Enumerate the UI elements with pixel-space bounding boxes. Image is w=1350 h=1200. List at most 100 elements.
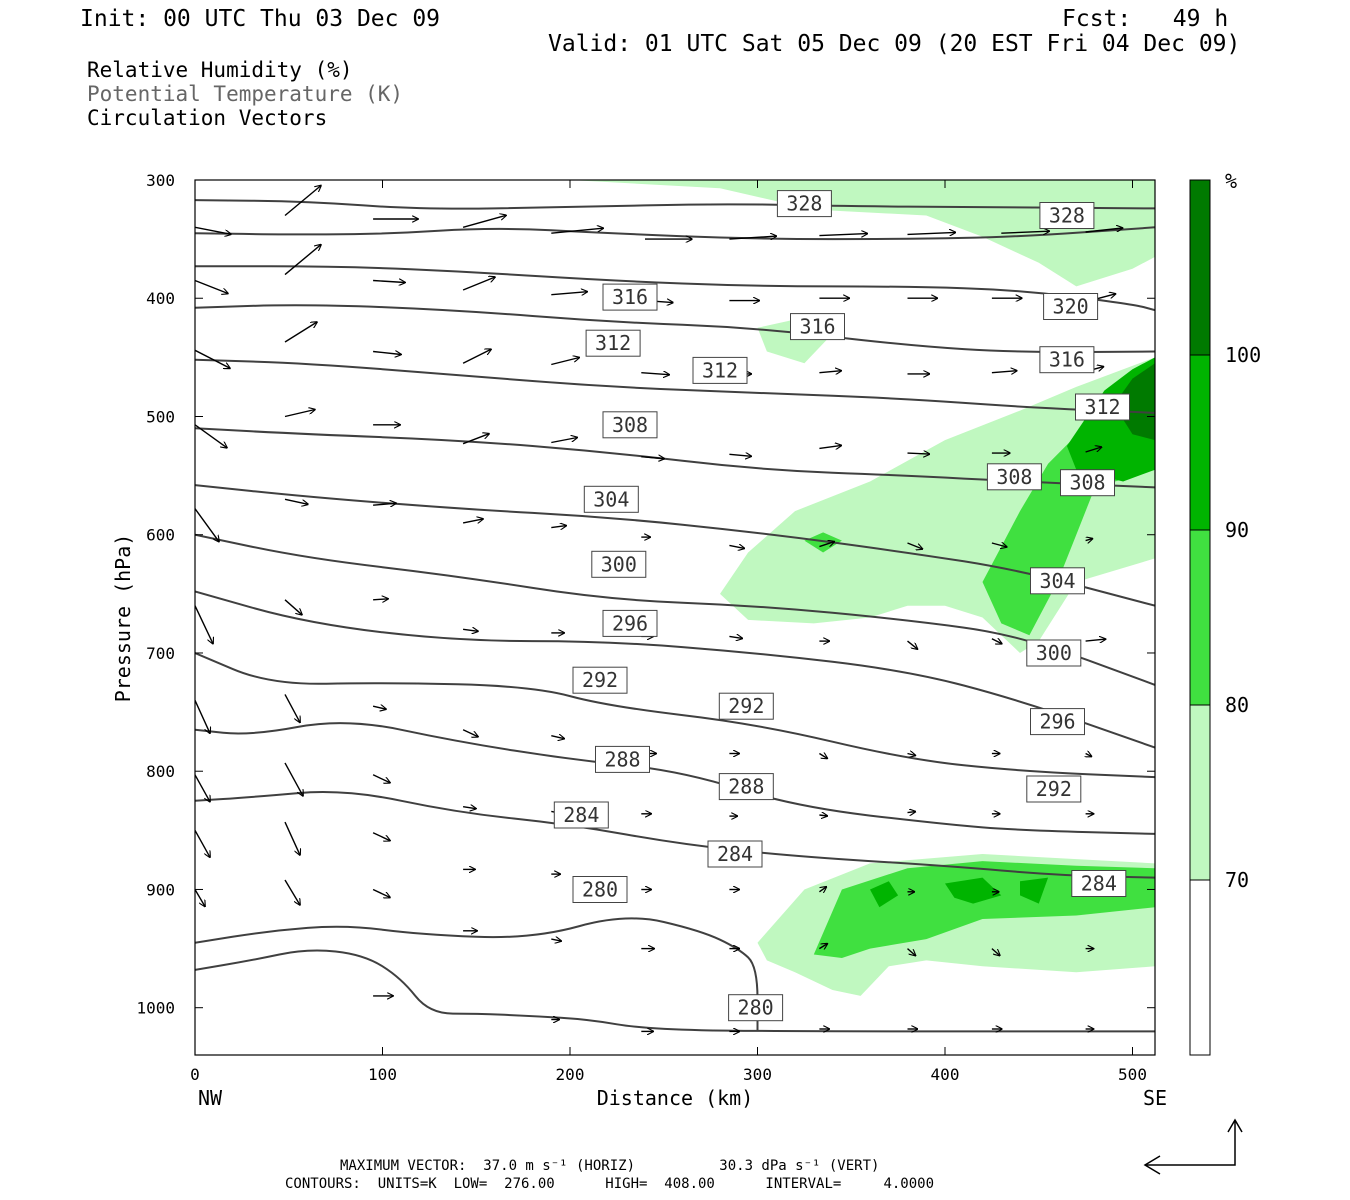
contour-label: 312 xyxy=(1075,393,1130,421)
circulation-vector xyxy=(819,754,827,759)
contour-label-box xyxy=(602,609,658,637)
contour-label-text: 280 xyxy=(582,878,618,902)
circulation-vector xyxy=(907,754,916,756)
colorbar-bin-70-80 xyxy=(1189,704,1211,881)
circulation-vector xyxy=(195,605,213,644)
rh-region-80 xyxy=(804,532,842,553)
circulation-vector xyxy=(462,519,483,524)
contour-label-box xyxy=(1075,393,1130,421)
y-tick-label: 800 xyxy=(146,762,175,781)
x-tick-label: 200 xyxy=(556,1065,585,1084)
circulation-vector xyxy=(641,457,664,459)
x-end-label-nw: NW xyxy=(198,1086,223,1110)
reference-vector-icon xyxy=(1143,1118,1243,1175)
rh-region-100 xyxy=(1113,363,1155,441)
circulation-vector xyxy=(1001,231,1049,233)
y-tick-label: 300 xyxy=(146,171,175,190)
contour-label-text: 316 xyxy=(1049,348,1085,372)
contour-label-box xyxy=(707,840,763,868)
x-tick-label: 500 xyxy=(1118,1065,1147,1084)
circulation-vector xyxy=(462,729,478,737)
circulation-vector xyxy=(284,410,315,418)
contour-label-text: 328 xyxy=(786,192,822,216)
contour-label: 316 xyxy=(602,283,658,311)
circulation-vector xyxy=(372,774,390,783)
circulation-vector xyxy=(729,636,742,638)
contour-label: 284 xyxy=(707,840,763,868)
y-tick-label: 400 xyxy=(146,289,175,308)
circulation-vector xyxy=(284,694,300,722)
contour-label-text: 312 xyxy=(702,358,738,382)
circulation-vector xyxy=(373,599,388,600)
contour-label: 304 xyxy=(583,485,639,513)
isentrope-304 xyxy=(195,484,1155,607)
contour-label-box xyxy=(718,692,774,720)
circulation-vector xyxy=(372,832,390,841)
contour-label-box xyxy=(1030,567,1085,595)
circulation-vector xyxy=(195,889,205,907)
colorbar-unit: % xyxy=(1225,169,1237,193)
circulation-vector xyxy=(373,352,401,355)
contour-label: 296 xyxy=(1030,708,1085,736)
legend-potential-temperature: Potential Temperature (K) xyxy=(87,82,404,106)
circulation-vector xyxy=(462,277,495,291)
circulation-vector xyxy=(284,599,302,615)
contour-label: 328 xyxy=(1039,202,1095,229)
x-tick-label: 300 xyxy=(743,1065,772,1084)
contour-label-text: 292 xyxy=(582,668,618,692)
contour-label-text: 284 xyxy=(717,842,753,866)
rh-region-90 xyxy=(945,877,1002,904)
contour-label-text: 312 xyxy=(595,331,631,355)
contour-label: 308 xyxy=(1060,469,1115,497)
circulation-vector xyxy=(818,887,826,892)
contour-label: 316 xyxy=(790,313,845,341)
contour-label-box xyxy=(1060,469,1115,497)
contour-label-text: 284 xyxy=(1081,872,1117,896)
isentrope-288 xyxy=(195,722,1155,835)
contour-label-text: 300 xyxy=(1036,641,1072,665)
circulation-vector xyxy=(551,736,564,739)
circulation-vector xyxy=(729,545,744,548)
contour-label: 304 xyxy=(1030,567,1085,595)
contour-label-text: 280 xyxy=(738,996,774,1020)
contour-label: 328 xyxy=(776,190,832,218)
contour-label: 292 xyxy=(1026,775,1082,803)
isentrope-276 xyxy=(195,949,1155,1033)
rh-region-90 xyxy=(870,881,899,908)
contour-label-box xyxy=(1030,708,1085,736)
contour-label: 280 xyxy=(572,876,628,903)
y-tick-label: 500 xyxy=(146,408,175,427)
contour-label: 300 xyxy=(1026,639,1082,667)
circulation-vector xyxy=(729,236,776,239)
colorbar-bin-90-100 xyxy=(1189,354,1211,531)
circulation-vector xyxy=(284,186,321,217)
contour-label: 312 xyxy=(585,329,641,357)
colorbar-bin-80-90 xyxy=(1189,529,1211,706)
circulation-vector xyxy=(819,542,834,548)
contour-label-text: 308 xyxy=(1069,471,1105,495)
circulation-vector xyxy=(991,543,1007,547)
circulation-vector xyxy=(907,948,916,956)
contour-label-box xyxy=(1026,639,1082,667)
contour-label-box xyxy=(790,313,845,341)
circulation-vector xyxy=(551,292,587,295)
circulation-vector xyxy=(195,424,227,448)
contour-label-box xyxy=(1071,870,1127,897)
contour-label-box xyxy=(1039,346,1095,374)
contour-label-text: 316 xyxy=(799,315,835,339)
circulation-vector xyxy=(1085,539,1093,541)
circulation-vector xyxy=(284,762,303,796)
circulation-vector xyxy=(195,226,231,234)
contour-label-text: 320 xyxy=(1053,295,1089,319)
legend-relative-humidity: Relative Humidity (%) xyxy=(87,58,353,82)
contour-label: 296 xyxy=(602,609,658,637)
contour-label: 284 xyxy=(1071,870,1127,897)
isentrope-308 xyxy=(195,427,1155,489)
contour-label-box xyxy=(776,190,832,218)
circulation-vector xyxy=(373,503,396,505)
contour-label-box xyxy=(595,745,650,773)
contour-label-box xyxy=(986,463,1042,491)
circulation-vector xyxy=(462,807,476,809)
contour-label-text: 288 xyxy=(728,775,764,799)
